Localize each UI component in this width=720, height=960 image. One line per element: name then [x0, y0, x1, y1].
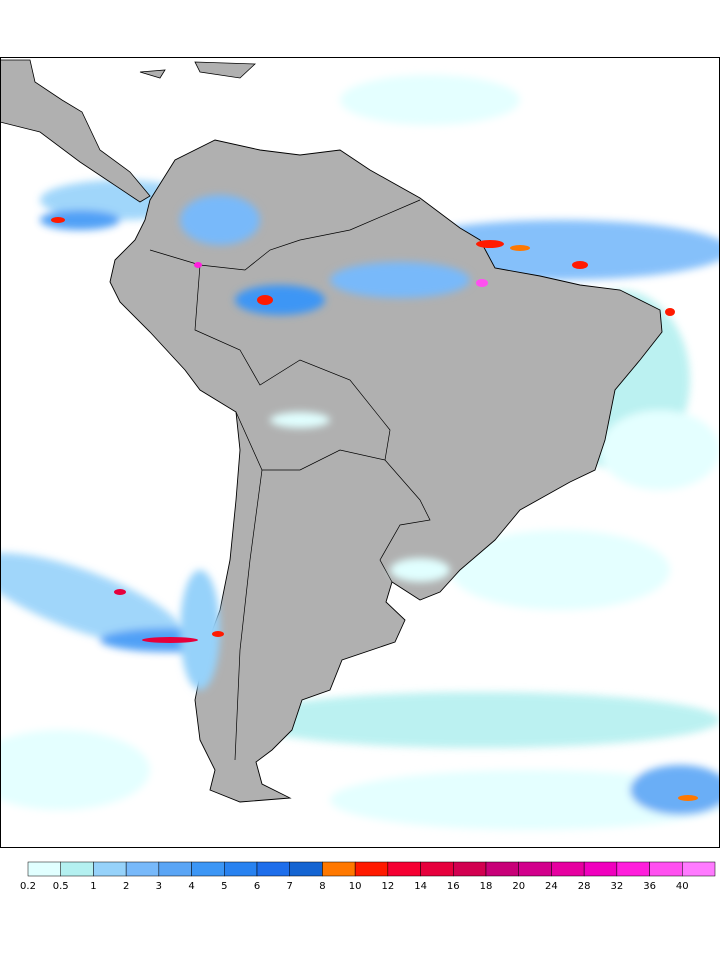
map-area [0, 57, 720, 848]
colorbar-label: 40 [676, 881, 689, 892]
colorbar-label: 4 [188, 881, 194, 892]
colorbar-label: 6 [254, 881, 260, 892]
colorbar: 0.2 0.5 1 2 3 4 5 6 7 8 10 12 14 16 18 20 24 28 32 36 40 [20, 861, 716, 892]
caribbean-islands [139, 61, 256, 79]
colorbar-label: 10 [349, 881, 362, 892]
colorbar-swatch [354, 861, 389, 877]
colorbar-label: 16 [447, 881, 460, 892]
central-america [0, 59, 151, 203]
colorbar-swatch [420, 861, 454, 877]
colorbar-swatch [616, 861, 650, 877]
colorbar-swatch [93, 861, 127, 877]
colorbar-label: 5 [221, 881, 227, 892]
colorbar-label: 0.2 [20, 881, 36, 892]
colorbar-label: 7 [287, 881, 293, 892]
colorbar-label: 3 [156, 881, 162, 892]
precip-cores [51, 217, 698, 801]
colorbar-swatch [158, 861, 192, 877]
colorbar-swatch [256, 861, 290, 877]
colorbar-label: 14 [414, 881, 427, 892]
colorbar-swatch [224, 861, 258, 877]
colorbar-label: 28 [578, 881, 591, 892]
colorbar-swatch [453, 861, 487, 877]
colorbar-label: 12 [381, 881, 394, 892]
colorbar-swatch [191, 861, 225, 877]
colorbar-label: 18 [480, 881, 493, 892]
colorbar-label: 20 [512, 881, 525, 892]
colorbar-swatch [289, 861, 323, 877]
colorbar-swatch [387, 861, 421, 877]
colorbar-swatch [583, 861, 618, 877]
colorbar-swatch [485, 861, 519, 877]
colorbar-swatch [649, 861, 683, 877]
colorbar-swatch [682, 861, 716, 877]
colorbar-swatch [60, 861, 94, 877]
colorbar-label: 24 [545, 881, 558, 892]
colorbar-swatch [551, 861, 585, 877]
colorbar-label: 32 [610, 881, 623, 892]
colorbar-label: 8 [319, 881, 325, 892]
colorbar-label: 2 [123, 881, 129, 892]
colorbar-swatch [518, 861, 552, 877]
colorbar-swatch [125, 861, 160, 877]
precip-land [180, 195, 470, 690]
colorbar-label: 36 [643, 881, 656, 892]
colorbar-label: 1 [90, 881, 96, 892]
colorbar-swatch [322, 861, 356, 877]
colorbar-label: 0.5 [53, 881, 69, 892]
colorbar-swatch [27, 861, 61, 877]
